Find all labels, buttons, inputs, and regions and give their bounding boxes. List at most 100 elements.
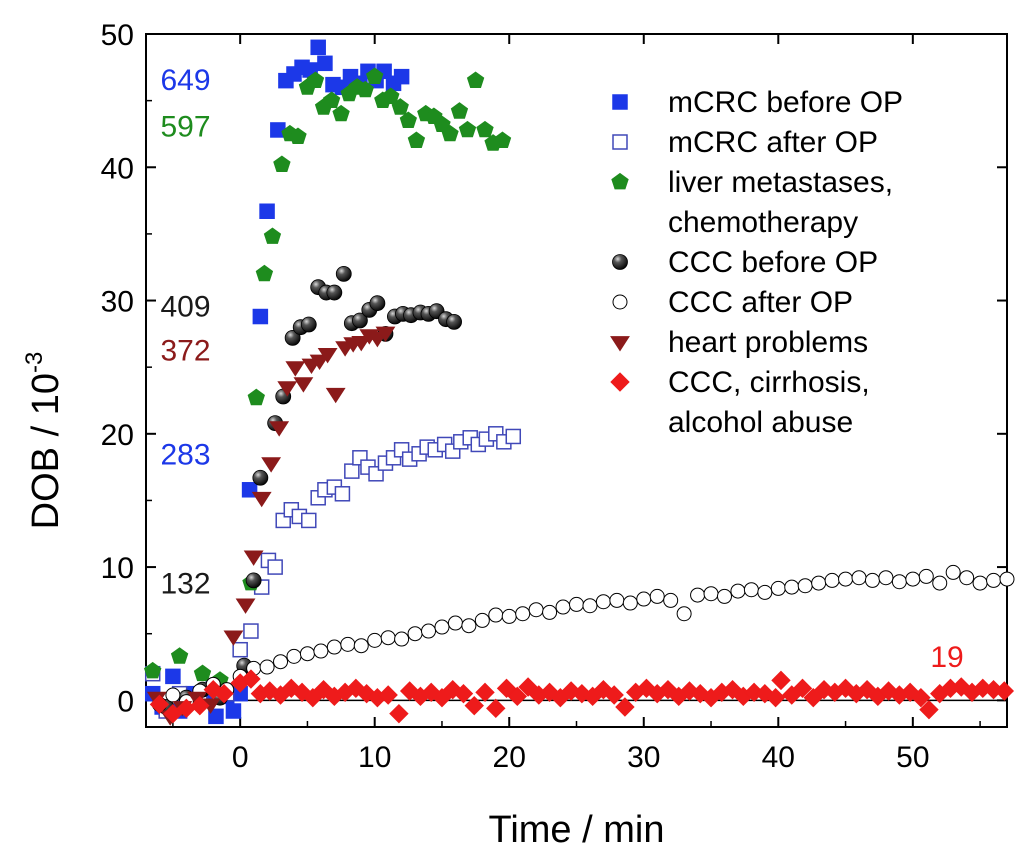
point-ccc_after — [851, 570, 867, 586]
point-ccc_after — [582, 598, 598, 614]
point-mcrc_after — [301, 512, 317, 529]
point-liver_chemo — [476, 120, 494, 138]
point-liver_chemo — [273, 155, 291, 172]
y-tick-label: 30 — [101, 286, 134, 319]
point-liver_chemo — [263, 227, 282, 244]
point-heart — [235, 598, 256, 614]
point-mcrc_before — [165, 668, 181, 685]
point-ccc_after — [421, 623, 437, 639]
y-axis-title: DOB / 10-3 — [21, 352, 67, 530]
series-ccc_cirrhosis — [149, 669, 1015, 724]
legend-label: CCC before OP — [668, 246, 878, 279]
point-ccc_after — [501, 608, 517, 624]
point-ccc_cirrhosis — [303, 687, 323, 708]
x-tick-label: 40 — [762, 741, 795, 774]
point-liver_chemo — [399, 111, 417, 128]
point-mcrc_before — [317, 55, 333, 72]
point-ccc_after — [394, 631, 410, 647]
point-ccc_after — [676, 606, 692, 622]
point-ccc_after — [757, 584, 773, 600]
point-heart — [223, 630, 244, 646]
x-tick-label: 50 — [896, 741, 929, 774]
point-ccc_after — [986, 572, 1002, 588]
point-mcrc_before — [225, 703, 242, 719]
point-ccc_cirrhosis — [792, 678, 813, 699]
point-liver_chemo — [144, 661, 162, 679]
point-ccc_after — [326, 639, 342, 655]
point-ccc_after — [259, 659, 275, 675]
point-ccc_before — [245, 572, 262, 589]
point-ccc_cirrhosis — [994, 681, 1015, 701]
legend-marker-ccc_before — [612, 254, 628, 270]
point-ccc_after — [488, 607, 504, 623]
point-ccc_after — [595, 594, 611, 610]
point-ccc_after — [918, 568, 934, 584]
point-ccc_cirrhosis — [771, 670, 791, 691]
legend-label: chemotherapy — [668, 206, 858, 239]
point-liver_chemo — [323, 91, 341, 108]
y-tick-label: 10 — [101, 552, 134, 585]
point-ccc_after — [434, 619, 450, 635]
point-ccc_after — [891, 574, 907, 590]
legend-label: mCRC before OP — [668, 86, 903, 119]
point-ccc_after — [811, 575, 827, 591]
point-ccc_before — [369, 295, 386, 312]
legend-marker-liver_chemo — [611, 172, 629, 190]
point-liver_chemo — [466, 71, 485, 88]
point-ccc_cirrhosis — [486, 698, 506, 719]
point-ccc_after — [690, 587, 706, 603]
point-ccc_cirrhosis — [453, 683, 474, 704]
point-ccc_after — [474, 612, 490, 628]
legend-label: alcohol abuse — [668, 406, 853, 439]
point-ccc_after — [730, 583, 746, 599]
point-ccc_after — [340, 636, 356, 652]
point-ccc_after — [367, 632, 383, 648]
point-ccc_after — [999, 571, 1015, 587]
point-mcrc_after — [243, 623, 259, 639]
point-mcrc_after — [334, 486, 351, 502]
point-ccc_after — [528, 602, 544, 618]
point-mcrc_after — [232, 641, 248, 658]
point-ccc_after — [353, 638, 369, 654]
x-tick-label: 10 — [358, 741, 391, 774]
point-liver_chemo — [458, 120, 477, 138]
point-liver_chemo — [170, 647, 189, 664]
point-liver_chemo — [441, 124, 459, 142]
point-mcrc_before — [393, 68, 410, 85]
point-ccc_cirrhosis — [615, 697, 635, 717]
y-tick-label: 0 — [117, 685, 134, 718]
point-liver_chemo — [450, 102, 469, 119]
point-heart — [243, 550, 264, 566]
legend-label: mCRC after OP — [668, 126, 878, 159]
x-tick-label: 20 — [493, 741, 526, 774]
point-ccc_before — [252, 469, 269, 486]
point-heart — [351, 335, 372, 352]
annotation-label: 597 — [161, 111, 211, 144]
point-liver_chemo — [255, 264, 274, 282]
point-ccc_cirrhosis — [475, 682, 495, 703]
point-ccc_after — [286, 648, 302, 664]
legend-marker-ccc_cirrhosis — [610, 372, 630, 392]
point-ccc_after — [959, 570, 975, 586]
point-ccc_after — [622, 595, 638, 611]
annotation-label: 19 — [930, 641, 963, 674]
point-ccc_after — [313, 643, 329, 659]
point-ccc_cirrhosis — [241, 669, 261, 689]
point-ccc_after — [461, 618, 477, 634]
point-liver_chemo — [493, 131, 512, 148]
point-heart — [375, 326, 396, 342]
point-ccc_before — [284, 329, 301, 346]
point-liver_chemo — [193, 664, 212, 682]
legend-marker-heart — [610, 336, 630, 352]
point-mcrc_after — [344, 463, 360, 479]
point-ccc_after — [824, 572, 840, 588]
point-ccc_after — [663, 592, 679, 608]
point-liver_chemo — [366, 67, 384, 84]
point-liver_chemo — [306, 71, 325, 88]
point-ccc_cirrhosis — [765, 687, 786, 708]
point-mcrc_after — [267, 559, 283, 575]
point-heart — [293, 377, 314, 393]
point-liver_chemo — [289, 127, 307, 144]
point-heart — [325, 387, 346, 404]
point-heart — [285, 361, 306, 377]
